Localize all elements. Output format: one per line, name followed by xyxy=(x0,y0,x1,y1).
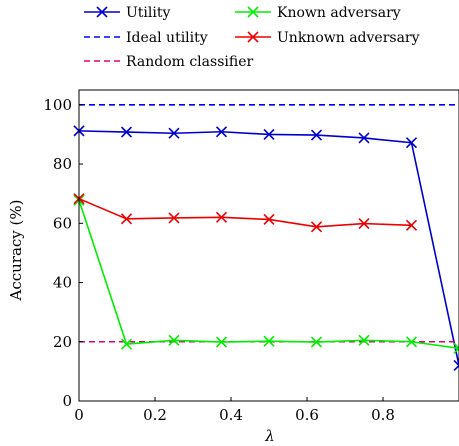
legend-item-ideal-utility: Ideal utility xyxy=(84,30,208,46)
legend-label: Random classifier xyxy=(126,54,253,70)
legend-label: Utility xyxy=(126,5,170,21)
data-point-unknown-adversary xyxy=(215,211,228,223)
legend-label: Known adversary xyxy=(277,5,401,21)
data-point-utility xyxy=(120,126,133,138)
data-point-utility xyxy=(215,126,228,138)
data-point-known-adversary xyxy=(263,335,275,347)
legend-item-known-adversary: Known adversary xyxy=(235,5,401,21)
y-tick-label: 40 xyxy=(53,274,72,292)
y-tick-label: 80 xyxy=(53,155,72,173)
legend: Utility Known adversary Ideal utility Unkno… xyxy=(84,5,420,70)
data-point-unknown-adversary xyxy=(358,218,370,230)
y-tick-label: 100 xyxy=(43,96,72,114)
y-axis-label: Accuracy (%) xyxy=(7,199,25,301)
data-point-utility xyxy=(263,128,275,140)
data-point-known-adversary xyxy=(120,338,133,350)
data-point-known-adversary xyxy=(358,334,370,346)
legend-label: Unknown adversary xyxy=(277,30,420,46)
legend-marker xyxy=(247,31,259,43)
x-axis-label: λ xyxy=(264,427,275,445)
data-point-known-adversary xyxy=(453,342,459,354)
legend-label: Ideal utility xyxy=(126,30,208,46)
x-tick-label: 0.4 xyxy=(219,406,243,424)
x-tick-label: 0.6 xyxy=(295,406,319,424)
x-tick-label: 0.2 xyxy=(143,406,167,424)
data-point-unknown-adversary xyxy=(405,219,418,231)
data-point-unknown-adversary xyxy=(263,213,275,226)
data-point-known-adversary xyxy=(168,334,180,346)
data-point-utility xyxy=(453,359,459,372)
y-tick-label: 20 xyxy=(53,333,72,351)
data-point-known-adversary xyxy=(310,336,323,348)
data-point-utility xyxy=(310,129,323,141)
data-point-unknown-adversary xyxy=(168,212,180,224)
legend-marker xyxy=(247,6,259,18)
series-line-unknown-adversary xyxy=(78,197,412,228)
legend-marker xyxy=(96,6,108,18)
plot-area xyxy=(73,104,459,372)
data-point-unknown-adversary xyxy=(120,213,133,225)
legend-item-unknown-adversary: Unknown adversary xyxy=(235,30,420,46)
x-tick-label: 0 xyxy=(74,406,84,424)
plot-frame xyxy=(78,89,459,402)
data-point-utility xyxy=(405,137,418,149)
y-tick-label: 60 xyxy=(53,214,72,232)
data-point-utility xyxy=(358,132,370,144)
legend-item-utility: Utility xyxy=(84,5,170,21)
data-point-unknown-adversary xyxy=(310,221,323,233)
data-point-known-adversary xyxy=(215,336,228,348)
series-line-utility xyxy=(78,130,459,366)
data-point-utility xyxy=(168,127,180,139)
y-tick-label: 0 xyxy=(62,392,72,410)
axes: 0 20 40 60 80 100 0 0.2 0.4 0.6 0.8 xyxy=(43,89,459,424)
legend-item-random-classifier: Random classifier xyxy=(84,54,253,70)
series-line-known-adversary xyxy=(78,199,459,350)
x-tick-label: 0.8 xyxy=(371,406,395,424)
data-point-known-adversary xyxy=(405,336,418,348)
